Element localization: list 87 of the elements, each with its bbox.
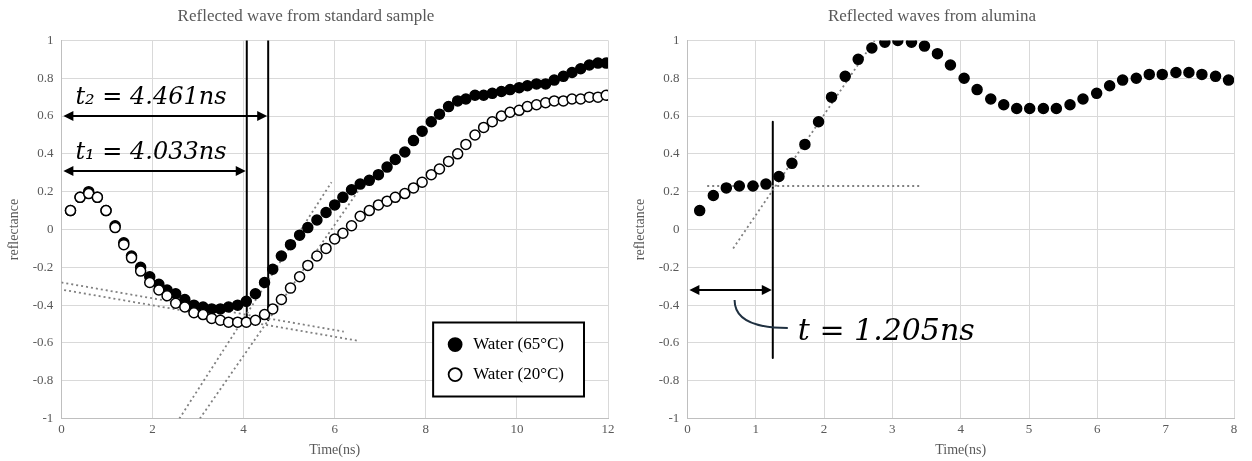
y-tick-label: 0	[46, 220, 54, 236]
y-tick-label: 0.8	[37, 69, 54, 85]
point	[760, 178, 772, 190]
x-tick-label: 6	[331, 420, 339, 436]
point	[693, 204, 706, 217]
y-tick-label: 0.4	[663, 145, 680, 161]
y-tick-label: 1	[46, 31, 54, 47]
x-tick-label: 0	[58, 420, 65, 436]
point	[1222, 74, 1234, 86]
y-tick-label: -0.8	[658, 372, 680, 388]
point	[707, 189, 720, 202]
point	[931, 47, 944, 60]
point	[866, 42, 878, 54]
point	[733, 180, 746, 192]
point	[1077, 93, 1089, 105]
x-axis-title: Time(ns)	[309, 442, 361, 459]
point	[773, 170, 785, 183]
legend-label: Water (65°C)	[473, 334, 565, 354]
x-tick-label: 4	[240, 420, 248, 436]
y-tick-label: 0.6	[37, 107, 54, 123]
point	[1183, 66, 1195, 79]
x-tick-label: 4	[957, 420, 965, 436]
x-tick-label: 6	[1094, 420, 1102, 436]
y-tick-label: 0.8	[663, 69, 680, 85]
annotation: t₂ = 4.461ns	[75, 82, 227, 111]
point	[1209, 70, 1222, 83]
point	[985, 93, 997, 105]
point	[1196, 68, 1208, 81]
point	[812, 115, 825, 128]
y-tick-label: 0.4	[37, 145, 54, 161]
x-tick-label: 12	[601, 420, 615, 436]
x-tick-label: 10	[510, 420, 524, 436]
point	[1023, 102, 1036, 115]
x-tick-label: 0	[684, 420, 691, 436]
annotation: t₁ = 4.033ns	[75, 136, 227, 165]
point	[1064, 98, 1076, 111]
x-tick-label: 8	[1230, 420, 1238, 436]
point	[852, 53, 864, 66]
y-tick-label: -0.4	[658, 296, 680, 312]
point	[1170, 66, 1182, 79]
point	[747, 180, 759, 192]
y-tick-label: -0.8	[32, 372, 54, 388]
chart-title: Reflected wave from standard sample	[177, 5, 435, 25]
legend-label: Water (20°C)	[473, 364, 565, 384]
x-tick-label: 1	[752, 420, 759, 436]
point	[839, 70, 851, 83]
point	[971, 83, 983, 96]
y-axis-title: reflectance	[6, 198, 22, 261]
point	[1050, 102, 1063, 115]
point	[1116, 74, 1129, 86]
y-tick-label: -0.2	[658, 258, 680, 274]
point	[1103, 80, 1116, 92]
annotation: t = 1.205ns	[797, 312, 975, 348]
y-tick-label: 0.2	[663, 183, 680, 199]
x-tick-label: 2	[820, 420, 828, 436]
point	[1156, 68, 1169, 81]
point	[958, 72, 970, 84]
y-tick-label: -1	[668, 410, 680, 426]
x-tick-label: 7	[1162, 420, 1170, 436]
point	[944, 59, 957, 71]
y-tick-label: -1	[42, 410, 54, 426]
x-axis-title: Time(ns)	[935, 442, 987, 459]
point	[1010, 102, 1023, 115]
point	[786, 157, 798, 170]
y-tick-label: -0.4	[32, 296, 54, 312]
y-axis-title: reflectance	[632, 198, 648, 261]
chart-title: Reflected waves from alumina	[827, 5, 1037, 25]
point	[918, 40, 931, 52]
y-tick-label: -0.2	[32, 258, 54, 274]
point	[1090, 87, 1103, 100]
point	[1143, 68, 1156, 81]
x-tick-label: 5	[1025, 420, 1033, 436]
x-tick-label: 2	[149, 420, 156, 436]
y-tick-label: 0.6	[663, 107, 680, 123]
y-tick-label: -0.6	[658, 334, 680, 350]
y-tick-label: 0	[672, 220, 680, 236]
point	[1130, 72, 1143, 84]
x-tick-label: 8	[422, 420, 430, 436]
y-tick-label: 0.2	[37, 183, 54, 199]
point	[799, 138, 811, 151]
point	[720, 182, 733, 194]
point	[1037, 102, 1050, 115]
y-tick-label: 1	[672, 31, 680, 47]
point	[997, 98, 1010, 111]
x-tick-label: 3	[889, 420, 896, 436]
y-tick-label: -0.6	[32, 334, 54, 350]
point	[825, 91, 838, 103]
